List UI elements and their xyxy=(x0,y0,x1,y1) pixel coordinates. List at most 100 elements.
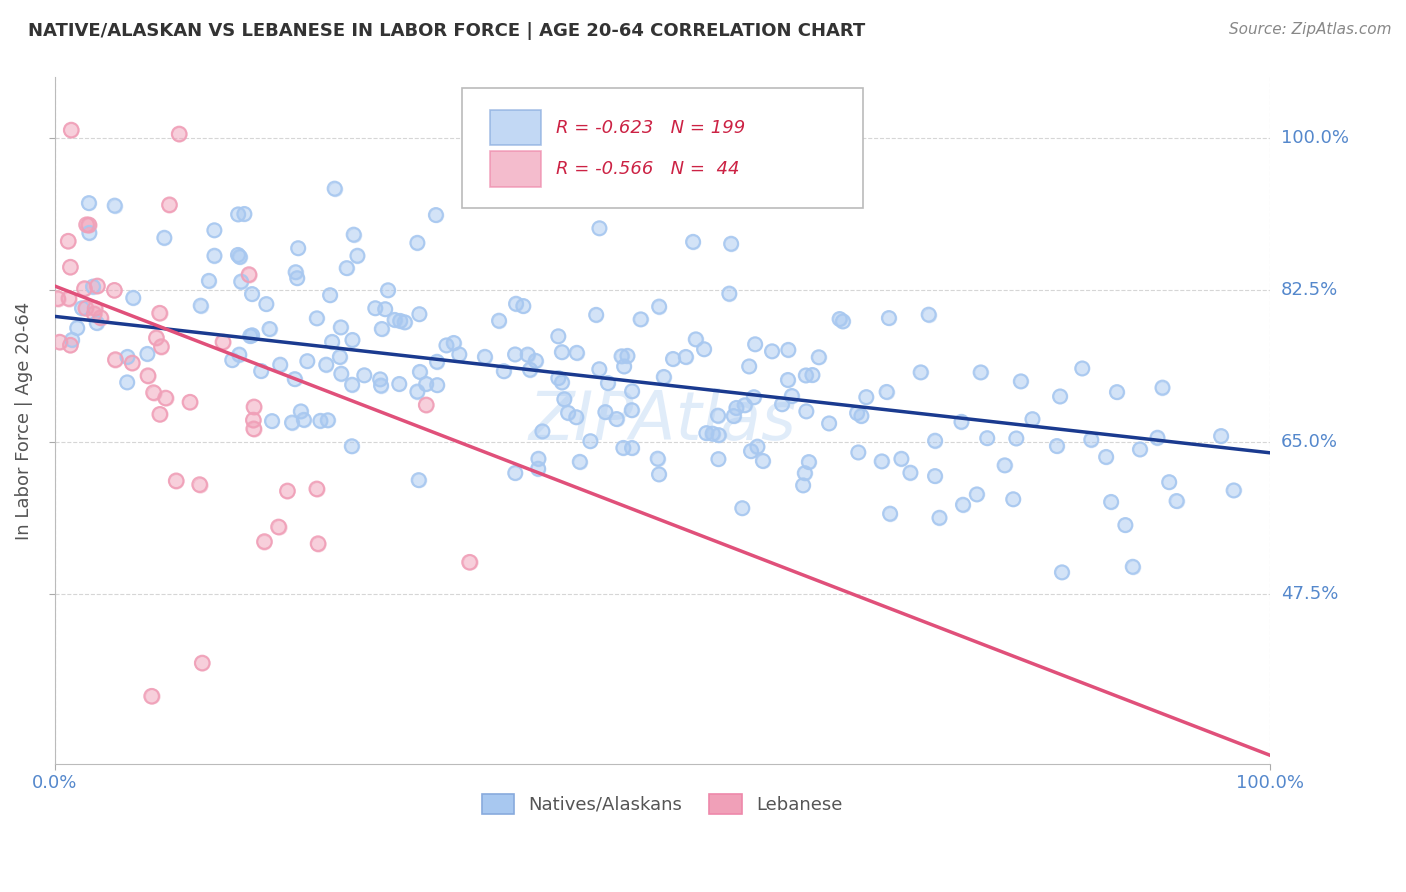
Point xyxy=(77,196,100,211)
Point xyxy=(59,338,82,352)
Point xyxy=(253,534,276,549)
Point xyxy=(75,301,97,316)
Point xyxy=(778,343,800,357)
Point xyxy=(1005,432,1028,446)
Point xyxy=(928,510,950,524)
Point xyxy=(290,404,312,418)
Point xyxy=(260,414,283,428)
Point xyxy=(531,425,554,439)
Point xyxy=(284,372,307,386)
Point xyxy=(319,288,342,302)
Point xyxy=(260,414,283,428)
Text: R = -0.623   N = 199: R = -0.623 N = 199 xyxy=(557,119,745,136)
Point xyxy=(104,198,127,212)
Point xyxy=(276,483,298,498)
Point xyxy=(449,347,471,361)
Point xyxy=(371,322,394,336)
Point xyxy=(1146,431,1168,445)
Point xyxy=(259,322,281,336)
Point xyxy=(221,353,243,368)
Point xyxy=(846,406,869,420)
Point xyxy=(752,454,775,468)
Point xyxy=(648,300,671,314)
Point xyxy=(159,198,181,212)
Point xyxy=(103,283,125,297)
Point xyxy=(231,275,253,289)
Point xyxy=(1099,495,1122,509)
Point xyxy=(340,439,363,453)
Point xyxy=(46,292,69,306)
Point xyxy=(1129,442,1152,457)
Point xyxy=(917,308,939,322)
Point xyxy=(662,351,685,366)
Point xyxy=(228,250,250,264)
Point xyxy=(527,451,550,466)
Point xyxy=(60,123,83,137)
Point xyxy=(1046,439,1069,453)
Point xyxy=(776,373,799,387)
Point xyxy=(1114,518,1136,533)
Point xyxy=(204,249,226,263)
Point xyxy=(190,299,212,313)
Point xyxy=(389,314,412,328)
Point xyxy=(212,334,235,349)
Point xyxy=(436,338,458,352)
Point xyxy=(877,311,900,326)
Point xyxy=(86,316,108,330)
Point xyxy=(682,235,704,249)
Point xyxy=(613,359,636,374)
Point xyxy=(136,347,159,361)
Point xyxy=(924,469,946,483)
Point xyxy=(250,364,273,378)
Point xyxy=(579,434,602,449)
Point xyxy=(426,378,449,392)
Point xyxy=(647,451,669,466)
Point xyxy=(408,307,430,321)
Point xyxy=(647,451,669,466)
Point xyxy=(621,384,644,399)
Point xyxy=(384,313,406,327)
Point xyxy=(323,181,346,195)
Point xyxy=(336,261,359,276)
Point xyxy=(851,409,873,423)
Point xyxy=(910,365,932,379)
Point xyxy=(425,208,447,222)
Point xyxy=(155,391,177,405)
Point xyxy=(890,451,912,466)
Point xyxy=(595,405,617,419)
Point xyxy=(723,409,745,423)
Point xyxy=(831,314,853,328)
Point xyxy=(1002,492,1025,507)
Point xyxy=(924,469,946,483)
Point xyxy=(242,413,264,427)
Point xyxy=(377,283,399,297)
Point xyxy=(553,392,575,407)
Point xyxy=(285,271,308,285)
Point xyxy=(876,384,898,399)
Point xyxy=(596,376,619,390)
Point xyxy=(284,372,307,386)
Point xyxy=(287,241,309,255)
Point xyxy=(1071,361,1094,376)
Point xyxy=(167,127,190,141)
Point xyxy=(269,358,291,372)
Point xyxy=(527,451,550,466)
Point xyxy=(1152,381,1174,395)
Point xyxy=(588,362,610,376)
Point xyxy=(718,286,741,301)
Point xyxy=(240,328,263,343)
Point xyxy=(202,223,225,237)
Text: Source: ZipAtlas.com: Source: ZipAtlas.com xyxy=(1229,22,1392,37)
Point xyxy=(1049,389,1071,403)
Point xyxy=(1146,431,1168,445)
Point xyxy=(605,412,627,426)
Point xyxy=(792,478,814,492)
Point xyxy=(969,366,991,380)
Point xyxy=(415,398,437,412)
Point xyxy=(285,271,308,285)
Point xyxy=(48,335,70,350)
Point xyxy=(153,231,176,245)
Point xyxy=(82,279,104,293)
Point xyxy=(155,391,177,405)
Point xyxy=(90,310,112,325)
